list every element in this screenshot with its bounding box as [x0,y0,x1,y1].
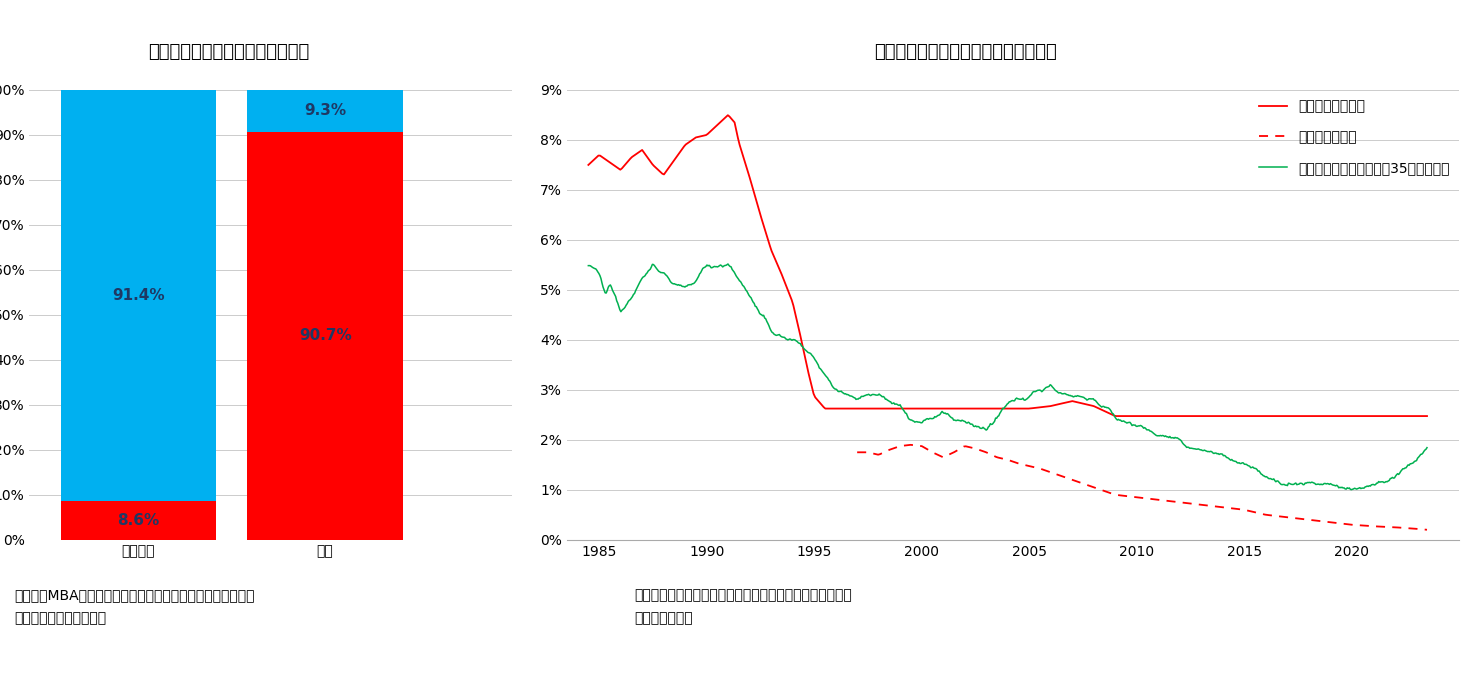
公庫基準金利／フラット35最頻値金利 [1089,400,1107,408]
Text: （出所）MBA、住宅金融支援機構をもとによりニッセイ基礎
　　　研究所が加工作成: （出所）MBA、住宅金融支援機構をもとによりニッセイ基礎 研究所が加工作成 [15,588,255,625]
変動店頭表示金利 [985,404,1002,412]
変動優遇後金利 [849,448,867,457]
変動優遇後金利 [1331,519,1349,527]
Text: 90.7%: 90.7% [299,328,351,343]
変動店頭表示金利 [1418,412,1436,420]
公庫基準金利／フラット35最頻値金利 [1067,392,1085,401]
変動店頭表示金利 [1402,412,1419,420]
変動店頭表示金利 [1035,403,1052,411]
公庫基準金利／フラット35最頻値金利 [631,278,649,286]
Bar [60,90,217,501]
変動優遇後金利 [1188,500,1206,509]
変動店頭表示金利 [719,111,737,119]
Legend: 変動店頭表示金利, 変動優遇後金利, 公庫基準金利／フラット35最頻値金利: 変動店頭表示金利, 変動優遇後金利, 公庫基準金利／フラット35最頻値金利 [1253,94,1455,181]
公庫基準金利／フラット35最頻値金利 [1343,486,1361,494]
Bar [248,90,402,131]
変動優遇後金利 [850,448,868,457]
Text: （出所）住宅金融支援機構をもとにニッセイ基礎研究所が
　　　加工作成: （出所）住宅金融支援機構をもとにニッセイ基礎研究所が 加工作成 [634,588,852,625]
Text: 8.6%: 8.6% [118,513,159,528]
公庫基準金利／フラット35最頻値金利 [1303,478,1321,486]
変動店頭表示金利 [980,404,998,412]
Line: 変動店頭表示金利: 変動店頭表示金利 [588,115,1427,416]
変動優遇後金利 [1198,502,1216,510]
変動店頭表示金利 [1080,401,1098,409]
公庫基準金利／フラット35最頻値金利 [1114,417,1132,425]
Line: 公庫基準金利／フラット35最頻値金利: 公庫基準金利／フラット35最頻値金利 [588,264,1427,490]
変動優遇後金利 [1418,526,1436,534]
公庫基準金利／フラット35最頻値金利 [1418,444,1436,452]
変動優遇後金利 [1190,500,1207,509]
Legend: 固定, 変動: 固定, 変動 [678,93,736,158]
変動優遇後金利 [902,441,920,449]
Line: 変動優遇後金利: 変動優遇後金利 [858,445,1427,530]
Text: 図表２　日本の住宅ローン金利の推移: 図表２ 日本の住宅ローン金利の推移 [874,43,1057,61]
公庫基準金利／フラット35最頻値金利 [579,262,597,270]
Bar [248,131,402,540]
Text: 図表１　日米の固定と変動の比率: 図表１ 日米の固定と変動の比率 [147,43,310,61]
公庫基準金利／フラット35最頻値金利 [719,260,737,268]
Text: 91.4%: 91.4% [112,288,165,303]
Text: 9.3%: 9.3% [304,103,346,118]
変動店頭表示金利 [579,161,597,169]
公庫基準金利／フラット35最頻値金利 [1216,452,1234,460]
Bar [60,501,217,540]
変動店頭表示金利 [1107,412,1125,420]
変動優遇後金利 [1366,522,1384,531]
変動店頭表示金利 [1271,412,1288,420]
